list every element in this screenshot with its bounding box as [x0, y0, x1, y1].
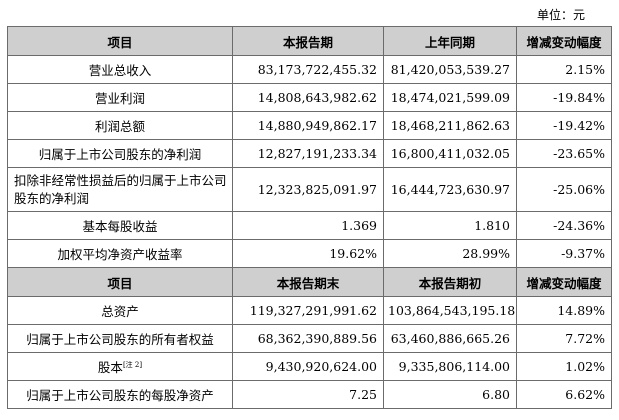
- row-label: 利润总额: [7, 111, 233, 140]
- table-row: 营业利润 14,808,643,982.62 18,474,021,599.09…: [7, 83, 612, 112]
- table1-header-change: 增减变动幅度: [516, 26, 612, 56]
- table-row: 加权平均净资产收益率 19.62% 28.99% -9.37%: [7, 239, 612, 268]
- row-label: 加权平均净资产收益率: [7, 239, 233, 268]
- change-value: -19.42%: [516, 111, 612, 140]
- prior-value: 63,460,886,665.26: [383, 324, 517, 353]
- row-label: 营业利润: [7, 83, 233, 112]
- current-value: 1.369: [232, 211, 384, 240]
- prior-value: 81,420,053,539.27: [383, 55, 517, 84]
- table1-header-item: 项目: [7, 26, 233, 56]
- prior-value: 16,444,723,630.97: [383, 167, 517, 212]
- table-row: 扣除非经常性损益后的归属于上市公司股东的净利润 12,323,825,091.9…: [7, 167, 612, 212]
- table1-header-current-period: 本报告期: [232, 26, 384, 56]
- table-row: 利润总额 14,880,949,862.17 18,468,211,862.63…: [7, 111, 612, 140]
- row-label: 基本每股收益: [7, 211, 233, 240]
- prior-value: 28.99%: [383, 239, 517, 268]
- current-value: 119,327,291,991.62: [232, 296, 384, 325]
- row-label: 归属于上市公司股东的每股净资产: [7, 380, 233, 409]
- table-row: 归属于上市公司股东的所有者权益 68,362,390,889.56 63,460…: [7, 324, 612, 353]
- row-label: 归属于上市公司股东的所有者权益: [7, 324, 233, 353]
- prior-value: 1.810: [383, 211, 517, 240]
- change-value: 2.15%: [516, 55, 612, 84]
- prior-value: 18,468,211,862.63: [383, 111, 517, 140]
- footnote-marker: [注 2]: [122, 360, 143, 369]
- prior-value: 6.80: [383, 380, 517, 409]
- table1-header-prior-period: 上年同期: [383, 26, 517, 56]
- current-value: 12,323,825,091.97: [232, 167, 384, 212]
- current-value: 14,880,949,862.17: [232, 111, 384, 140]
- table2-header-item: 项目: [7, 267, 233, 297]
- table-row: 营业总收入 83,173,722,455.32 81,420,053,539.2…: [7, 55, 612, 84]
- table-row: 归属于上市公司股东的净利润 12,827,191,233.34 16,800,4…: [7, 139, 612, 168]
- current-value: 83,173,722,455.32: [232, 55, 384, 84]
- table-row: 归属于上市公司股东的每股净资产 7.25 6.80 6.62%: [7, 380, 612, 409]
- current-value: 14,808,643,982.62: [232, 83, 384, 112]
- current-value: 68,362,390,889.56: [232, 324, 384, 353]
- change-value: 7.72%: [516, 324, 612, 353]
- prior-value: 9,335,806,114.00: [383, 352, 517, 381]
- change-value: -23.65%: [516, 139, 612, 168]
- prior-value: 103,864,543,195.18: [383, 296, 517, 325]
- row-label: 总资产: [7, 296, 233, 325]
- current-value: 9,430,920,624.00: [232, 352, 384, 381]
- row-label: 股本: [97, 360, 123, 375]
- table2-header-change: 增减变动幅度: [516, 267, 612, 297]
- change-value: -19.84%: [516, 83, 612, 112]
- change-value: 1.02%: [516, 352, 612, 381]
- current-value: 7.25: [232, 380, 384, 409]
- table-row: 基本每股收益 1.369 1.810 -24.36%: [7, 211, 612, 240]
- change-value: -9.37%: [516, 239, 612, 268]
- row-label: 归属于上市公司股东的净利润: [7, 139, 233, 168]
- current-value: 12,827,191,233.34: [232, 139, 384, 168]
- change-value: -24.36%: [516, 211, 612, 240]
- change-value: -25.06%: [516, 167, 612, 212]
- row-label: 营业总收入: [7, 55, 233, 84]
- table1-header-row: 项目 本报告期 上年同期 增减变动幅度: [7, 26, 612, 56]
- prior-value: 18,474,021,599.09: [383, 83, 517, 112]
- table-row: 总资产 119,327,291,991.62 103,864,543,195.1…: [7, 296, 612, 325]
- table2-header-period-end: 本报告期末: [232, 267, 384, 297]
- table-row: 股本[注 2] 9,430,920,624.00 9,335,806,114.0…: [7, 352, 612, 381]
- current-value: 19.62%: [232, 239, 384, 268]
- unit-label: 单位：元: [536, 8, 585, 22]
- change-value: 6.62%: [516, 380, 612, 409]
- table2-header-period-start: 本报告期初: [383, 267, 517, 297]
- prior-value: 16,800,411,032.05: [383, 139, 517, 168]
- row-label: 扣除非经常性损益后的归属于上市公司股东的净利润: [7, 167, 233, 212]
- table2-header-row: 项目 本报告期末 本报告期初 增减变动幅度: [7, 267, 612, 297]
- change-value: 14.89%: [516, 296, 612, 325]
- financial-summary-table: 项目 本报告期 上年同期 增减变动幅度 营业总收入 83,173,722,455…: [7, 26, 612, 409]
- row-label-cell: 股本[注 2]: [7, 352, 233, 381]
